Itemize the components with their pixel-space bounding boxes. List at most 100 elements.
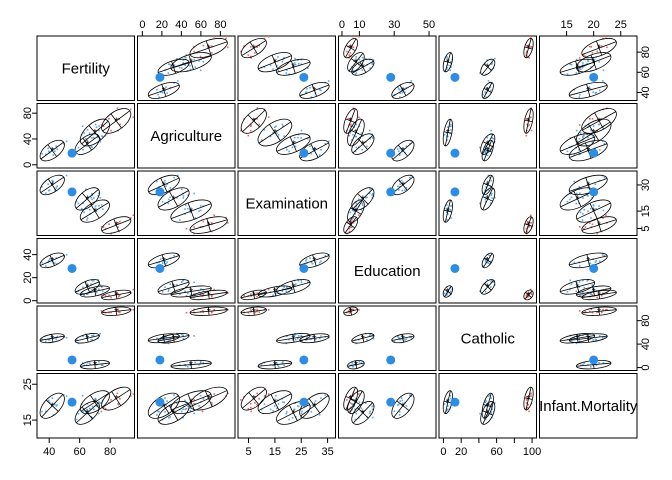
data-point — [324, 143, 327, 145]
tick-label-left-agriculture: 0 — [22, 162, 34, 168]
data-point — [156, 337, 158, 340]
data-point — [320, 149, 322, 151]
data-point — [447, 291, 449, 294]
ellipses-3-5: **** — [559, 252, 617, 301]
data-point — [102, 406, 105, 409]
data-point — [198, 363, 200, 366]
data-point — [489, 86, 492, 88]
highlight-point — [155, 397, 165, 407]
data-point — [75, 418, 78, 421]
data-point — [254, 52, 256, 54]
data-point — [83, 409, 85, 412]
data-point — [176, 284, 178, 286]
data-point — [83, 211, 85, 214]
data-point — [596, 232, 598, 235]
data-point — [256, 292, 258, 294]
data-point — [277, 403, 280, 405]
data-point — [81, 209, 84, 212]
data-point — [256, 295, 258, 298]
data-point — [199, 394, 202, 397]
data-point — [409, 394, 411, 396]
cluster-mean-marker: * — [162, 256, 166, 267]
data-point — [249, 129, 252, 132]
cluster-mean-marker: * — [312, 146, 316, 157]
data-point — [578, 333, 581, 336]
data-point — [602, 209, 605, 212]
cluster-mean-marker: * — [93, 207, 97, 218]
panel-catholic-vs-education — [338, 305, 437, 371]
data-point — [349, 118, 352, 120]
data-point — [98, 360, 100, 363]
data-point — [529, 116, 532, 119]
data-point — [179, 293, 181, 295]
data-point — [88, 132, 91, 135]
cluster-mean-marker: * — [273, 128, 277, 139]
data-point — [202, 44, 205, 47]
data-point — [595, 91, 598, 94]
data-point — [189, 208, 191, 211]
data-point — [445, 409, 448, 412]
data-point — [240, 399, 242, 401]
data-point — [582, 197, 584, 199]
data-point — [168, 417, 170, 419]
data-point — [173, 394, 175, 396]
data-point — [490, 412, 493, 415]
data-point — [283, 286, 285, 288]
data-point — [277, 133, 280, 136]
data-point — [254, 402, 256, 404]
data-point — [193, 192, 195, 195]
data-point — [169, 405, 172, 407]
data-point — [202, 290, 205, 293]
data-point — [281, 60, 284, 63]
data-point — [307, 410, 309, 413]
data-point — [446, 213, 449, 215]
data-point — [397, 185, 399, 187]
panel-catholic-vs-examination — [237, 305, 336, 371]
data-point — [588, 185, 591, 187]
data-point — [77, 342, 80, 345]
ellipse-minor-axis — [94, 360, 96, 369]
data-point — [97, 279, 99, 281]
ellipses-1-5: **** — [559, 108, 617, 162]
data-point — [484, 146, 487, 149]
data-point — [311, 404, 314, 406]
data-point — [165, 262, 167, 265]
data-point — [592, 125, 595, 127]
data-point — [598, 361, 600, 364]
data-point — [95, 405, 98, 407]
data-point — [484, 196, 487, 199]
data-point — [348, 45, 351, 47]
data-point — [75, 150, 78, 153]
data-point — [526, 45, 528, 47]
data-point — [167, 342, 170, 345]
data-point — [487, 189, 490, 191]
data-point — [311, 86, 314, 88]
data-point — [352, 403, 354, 405]
data-point — [449, 397, 452, 400]
cluster-mean-marker: * — [50, 401, 54, 412]
data-point — [314, 147, 317, 150]
data-point — [100, 225, 103, 228]
data-point — [301, 340, 303, 343]
tick-label-top-infant-mortality: 25 — [615, 19, 627, 31]
data-point — [202, 60, 205, 63]
data-point — [158, 96, 160, 99]
data-point — [82, 202, 84, 205]
data-point — [579, 294, 582, 297]
data-point — [193, 226, 195, 228]
data-point — [353, 210, 356, 212]
ellipse-minor-axis — [47, 178, 57, 192]
data-point — [525, 118, 528, 120]
data-point — [490, 149, 492, 151]
panel-examination-vs-agriculture — [137, 170, 236, 236]
ellipse-minor-axis — [115, 307, 118, 316]
data-point — [100, 204, 103, 206]
data-point — [110, 399, 112, 401]
data-point — [65, 174, 68, 177]
data-point — [401, 338, 404, 341]
panel-education-vs-examination — [237, 238, 336, 304]
data-point — [98, 192, 100, 195]
panel-education-vs-catholic — [438, 238, 537, 304]
cluster-mean-marker: * — [291, 334, 295, 345]
data-point — [490, 397, 492, 399]
